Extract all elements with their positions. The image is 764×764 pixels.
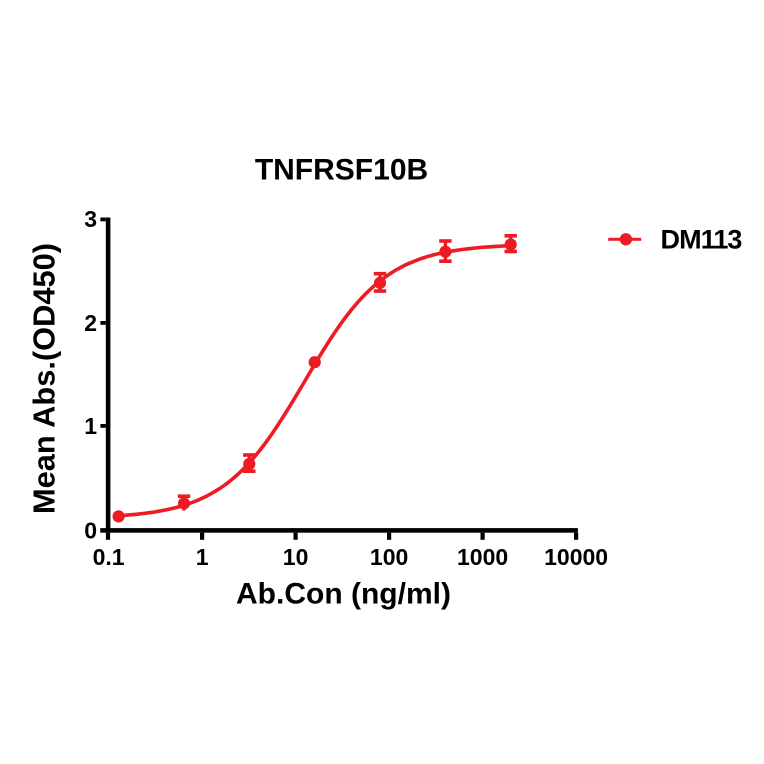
- svg-text:1: 1: [84, 413, 97, 439]
- svg-text:TNFRSF10B: TNFRSF10B: [255, 154, 428, 187]
- svg-text:0: 0: [84, 518, 97, 544]
- svg-text:1000: 1000: [457, 544, 508, 570]
- svg-text:1: 1: [196, 544, 209, 570]
- svg-text:Mean Abs.(OD450): Mean Abs.(OD450): [26, 243, 61, 514]
- svg-text:10000: 10000: [544, 544, 608, 570]
- svg-text:0.1: 0.1: [93, 544, 125, 570]
- svg-text:3: 3: [84, 206, 97, 232]
- svg-text:Ab.Con (ng/ml): Ab.Con (ng/ml): [236, 577, 451, 610]
- svg-text:2: 2: [84, 310, 97, 336]
- svg-text:10: 10: [283, 544, 309, 570]
- svg-text:DM113: DM113: [661, 225, 743, 255]
- svg-text:100: 100: [370, 544, 408, 570]
